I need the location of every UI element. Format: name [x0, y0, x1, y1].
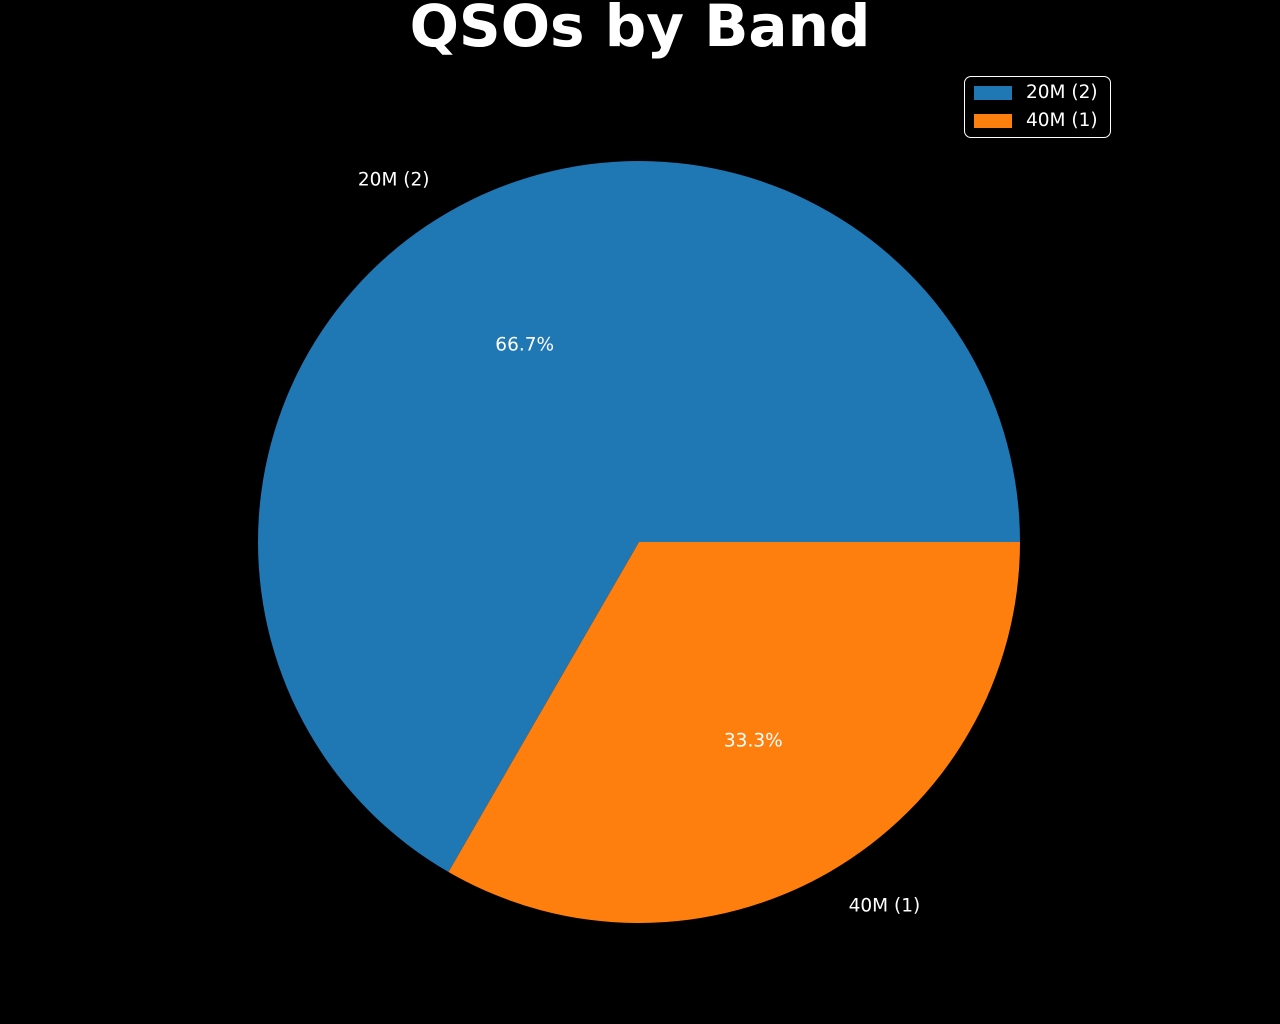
pie-slice-20m-2: [258, 161, 1020, 872]
pct-label-20m-2: 66.7%: [495, 334, 554, 355]
legend-item: 20M (2): [974, 82, 1101, 103]
slice-label-40m-1: 40M (1): [849, 895, 921, 916]
chart-title: QSOs by Band: [409, 0, 871, 60]
legend-swatch: [974, 113, 1012, 128]
legend-label: 40M (1): [1026, 109, 1098, 131]
legend: 20M (2) 40M (1): [964, 76, 1111, 138]
slice-label-20m-2: 20M (2): [358, 169, 430, 190]
pct-label-40m-1: 33.3%: [724, 730, 783, 751]
legend-item: 40M (1): [974, 109, 1101, 131]
legend-swatch: [974, 86, 1012, 101]
pie-slice-40m-1: [448, 542, 1020, 924]
legend-label: 20M (2): [1026, 82, 1098, 103]
